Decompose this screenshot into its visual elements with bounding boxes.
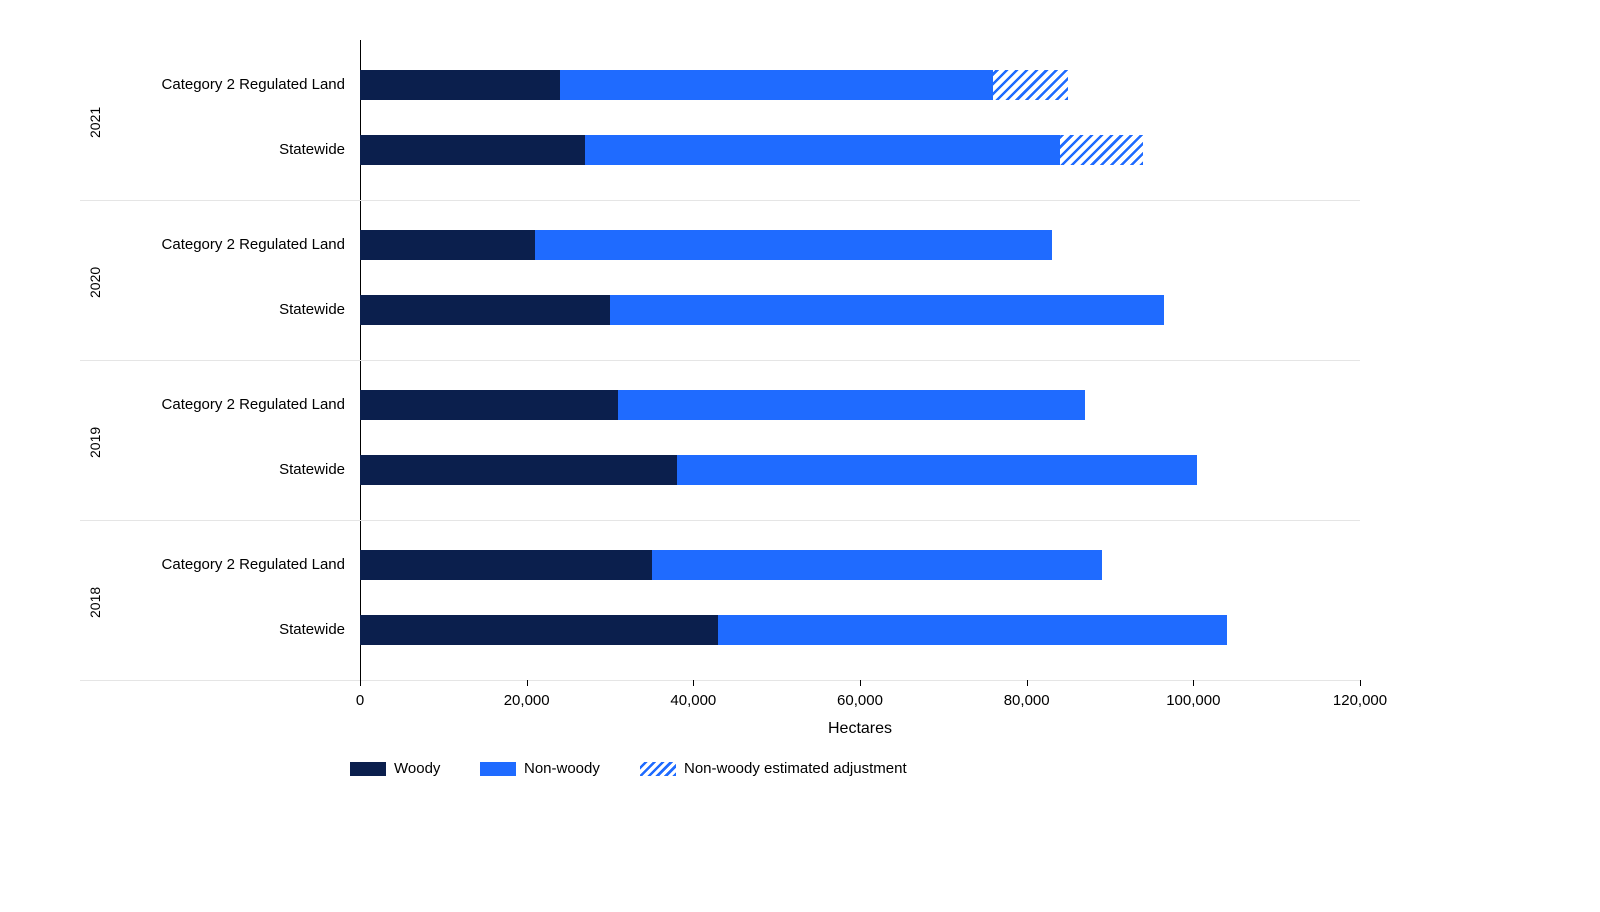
x-tick [1360, 680, 1361, 686]
bar-segment-adjust [993, 70, 1068, 100]
bar-segment-woody [360, 295, 610, 325]
bar-segment-nonwoody [718, 615, 1226, 645]
x-tick [527, 680, 528, 686]
legend-swatch [350, 762, 386, 776]
bar-segment-woody [360, 390, 618, 420]
x-tick-label: 0 [356, 692, 364, 709]
year-label: 2021 [87, 107, 103, 138]
bar-segment-woody [360, 550, 652, 580]
chart-stage: 2021 Category 2 Regulated Land Statewide 20… [0, 0, 1600, 912]
x-tick [1027, 680, 1028, 686]
legend-item-woody: Woody [350, 760, 440, 777]
bar-segment-nonwoody [652, 550, 1102, 580]
bar-segment-nonwoody [560, 70, 993, 100]
group-separator [80, 360, 1360, 361]
bar-segment-nonwoody [618, 390, 1085, 420]
x-tick-label: 40,000 [670, 692, 716, 709]
x-tick [693, 680, 694, 686]
legend-item-adjust: Non-woody estimated adjustment [640, 760, 907, 777]
year-label: 2020 [87, 267, 103, 298]
bar-segment-woody [360, 230, 535, 260]
bar-segment-nonwoody [610, 295, 1164, 325]
bar-segment-nonwoody [677, 455, 1198, 485]
legend-swatch [480, 762, 516, 776]
legend-label: Woody [394, 760, 440, 777]
x-tick-label: 100,000 [1166, 692, 1220, 709]
group-separator [80, 680, 1360, 681]
row-label: Statewide [279, 461, 345, 478]
bar-segment-nonwoody [535, 230, 1052, 260]
row-label: Statewide [279, 621, 345, 638]
row-label: Category 2 Regulated Land [162, 76, 345, 93]
x-tick [360, 680, 361, 686]
bar-segment-woody [360, 615, 718, 645]
plot-area: 2021Category 2 Regulated LandStatewide20… [360, 40, 1360, 680]
year-label: 2018 [87, 587, 103, 618]
legend-label: Non-woody [524, 760, 600, 777]
row-label: Category 2 Regulated Land [162, 236, 345, 253]
x-tick [1193, 680, 1194, 686]
x-tick-label: 60,000 [837, 692, 883, 709]
bar-segment-woody [360, 70, 560, 100]
row-label: Statewide [279, 301, 345, 318]
year-label: 2019 [87, 427, 103, 458]
bar-segment-woody [360, 135, 585, 165]
legend-swatch [640, 762, 676, 776]
row-label: Category 2 Regulated Land [162, 396, 345, 413]
legend-item-nonwoody: Non-woody [480, 760, 600, 777]
x-axis-title: Hectares [828, 720, 892, 738]
bar-segment-woody [360, 455, 677, 485]
group-separator [80, 520, 1360, 521]
row-label: Statewide [279, 141, 345, 158]
x-tick [860, 680, 861, 686]
row-label: Category 2 Regulated Land [162, 556, 345, 573]
x-tick-label: 120,000 [1333, 692, 1387, 709]
bar-segment-nonwoody [585, 135, 1060, 165]
x-tick-label: 20,000 [504, 692, 550, 709]
x-tick-label: 80,000 [1004, 692, 1050, 709]
group-separator [80, 200, 1360, 201]
bar-segment-adjust [1060, 135, 1143, 165]
legend-label: Non-woody estimated adjustment [684, 760, 907, 777]
